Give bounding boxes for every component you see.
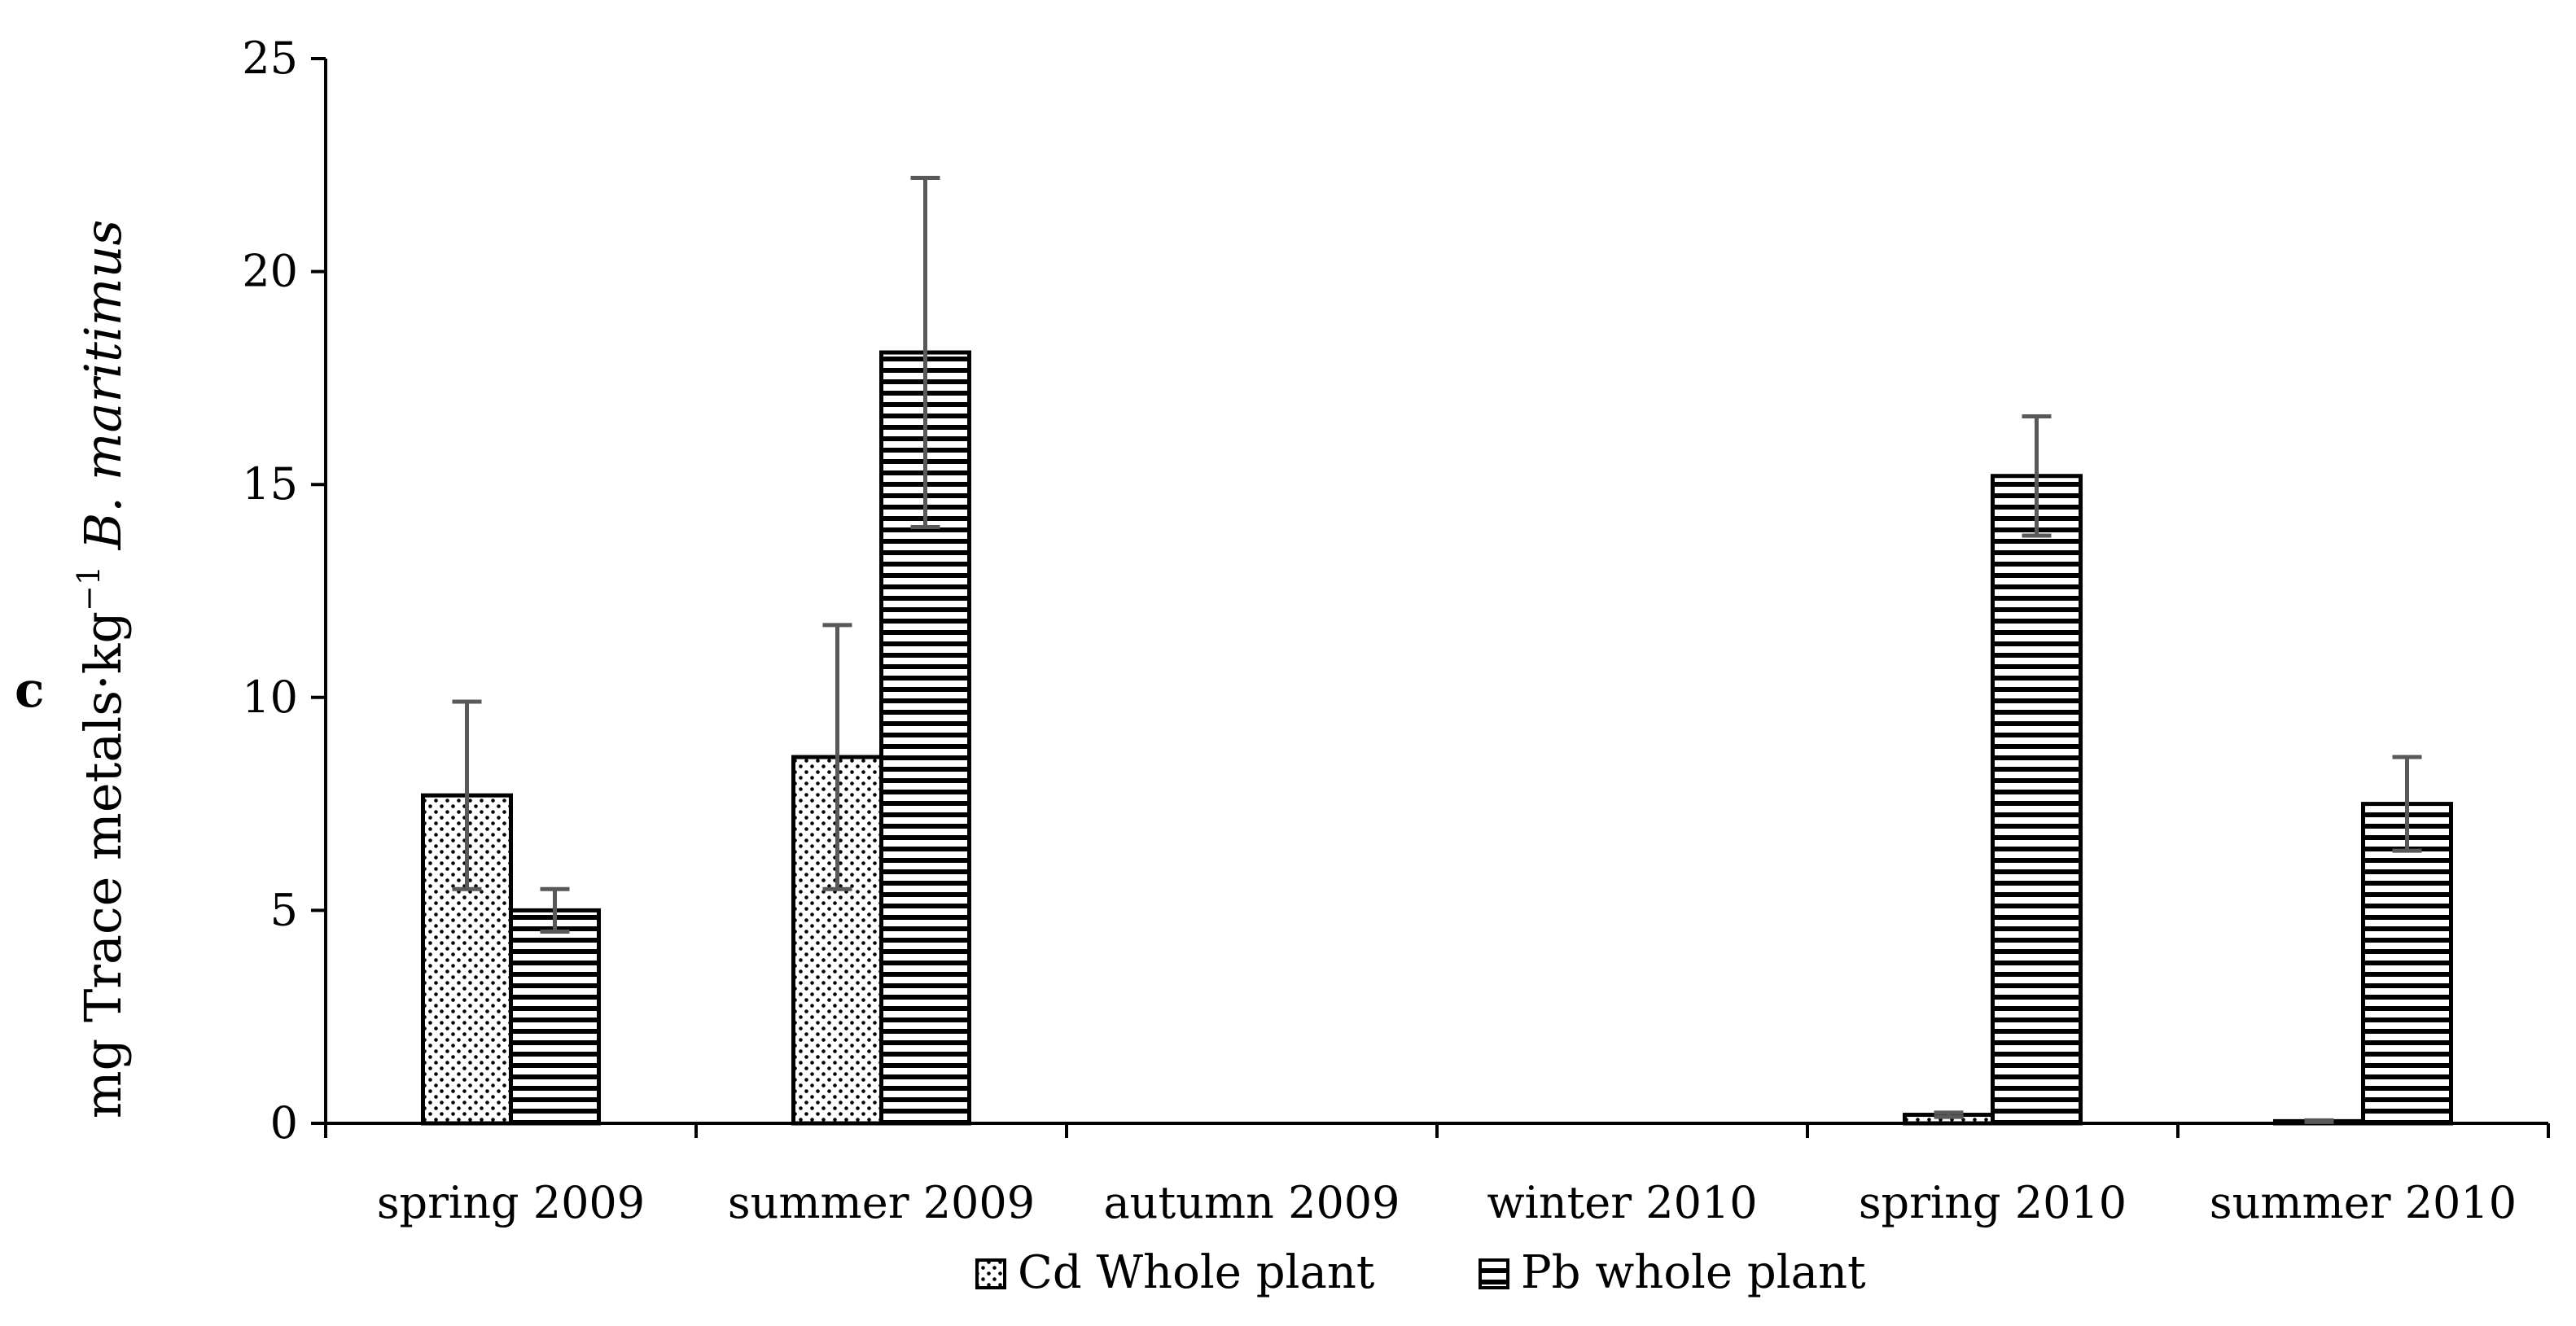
x-tick-label: winter 2010 (1487, 1177, 1757, 1228)
y-tick-label: 25 (242, 33, 298, 84)
chart-marks: 0 5 10 15 20 25 spring 2009 summer 2009 autumn 2… (242, 33, 2550, 1299)
x-tick-label: autumn 2009 (1103, 1177, 1400, 1228)
y-axis-title-exponent: −1 (71, 566, 107, 611)
legend-swatch-pb (1479, 1258, 1509, 1289)
bar-pb (1991, 474, 2083, 1126)
x-tick-label: summer 2010 (2210, 1177, 2517, 1228)
y-tick-label: 0 (270, 1097, 298, 1149)
bar-pb (509, 908, 601, 1126)
legend-label-cd: Cd Whole plant (1018, 1246, 1375, 1299)
y-axis-title-species: B. maritimus (73, 220, 133, 566)
x-tick-label: spring 2010 (1859, 1177, 2127, 1228)
legend-label-pb: Pb whole plant (1521, 1246, 1866, 1299)
y-tick-label: 10 (242, 672, 298, 723)
x-tick-label: summer 2009 (728, 1177, 1035, 1228)
y-axis-title-main: mg Trace metals·kg (73, 611, 133, 1118)
y-axis-title: mg Trace metals·kg−1 B. maritimus (71, 220, 133, 1118)
x-tick-label: spring 2009 (377, 1177, 645, 1228)
legend-swatch-cd (975, 1258, 1006, 1289)
y-tick-label: 15 (242, 458, 298, 510)
y-tick-label: 20 (242, 246, 298, 297)
panel-letter: c (15, 662, 45, 719)
y-tick-label: 5 (270, 884, 298, 935)
